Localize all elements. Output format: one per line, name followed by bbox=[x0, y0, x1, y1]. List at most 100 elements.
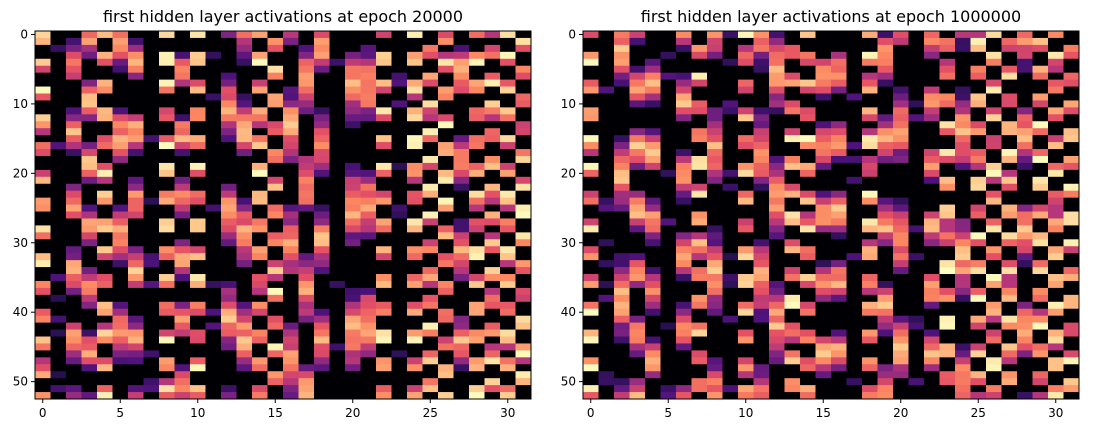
heatmap-cell bbox=[769, 31, 785, 39]
heatmap-cell bbox=[707, 86, 723, 94]
heatmap-cell bbox=[174, 79, 191, 87]
heatmap-cell bbox=[407, 294, 423, 303]
heatmap-cell bbox=[345, 385, 361, 393]
heatmap-cell bbox=[174, 308, 191, 317]
heatmap-cell bbox=[391, 86, 408, 94]
heatmap-cell bbox=[391, 155, 408, 164]
heatmap-cell bbox=[391, 267, 408, 275]
heatmap-cell bbox=[660, 246, 677, 254]
heatmap-cell bbox=[831, 357, 847, 365]
heatmap-cell bbox=[846, 357, 863, 365]
heatmap-cell bbox=[924, 239, 940, 247]
heatmap-cell bbox=[329, 371, 346, 379]
heatmap-cell bbox=[924, 308, 940, 317]
heatmap-cell bbox=[66, 37, 82, 46]
heatmap-cell bbox=[97, 267, 113, 275]
heatmap-cell bbox=[438, 149, 454, 157]
heatmap-cell bbox=[645, 267, 661, 275]
heatmap-cell bbox=[500, 280, 516, 289]
y-tick-label: 50 bbox=[561, 375, 576, 389]
heatmap-cell bbox=[112, 232, 129, 240]
heatmap-cell bbox=[221, 121, 237, 129]
heatmap-cell bbox=[81, 350, 98, 358]
heatmap-cell bbox=[252, 44, 268, 53]
heatmap-cell bbox=[314, 31, 330, 39]
heatmap-cell bbox=[252, 343, 268, 351]
heatmap-cell bbox=[267, 357, 284, 365]
heatmap-cell bbox=[360, 371, 377, 379]
heatmap-cell bbox=[143, 79, 160, 87]
heatmap-cell bbox=[614, 93, 630, 101]
heatmap-cell bbox=[691, 86, 708, 94]
heatmap-cell bbox=[893, 357, 909, 365]
heatmap-cell bbox=[986, 350, 1002, 358]
heatmap-cell bbox=[970, 294, 987, 303]
heatmap-cell bbox=[35, 135, 51, 143]
heatmap-cell bbox=[1063, 155, 1080, 164]
heatmap-cell bbox=[676, 65, 692, 74]
heatmap-cell bbox=[329, 142, 346, 150]
heatmap-cell bbox=[314, 169, 330, 178]
heatmap-cell bbox=[784, 246, 801, 254]
heatmap-cell bbox=[484, 287, 501, 296]
heatmap-cell bbox=[1063, 190, 1080, 199]
heatmap-cell bbox=[800, 37, 816, 46]
heatmap-cell bbox=[376, 371, 392, 379]
heatmap-cell bbox=[583, 128, 599, 136]
heatmap-cell bbox=[484, 350, 501, 358]
heatmap-cell bbox=[1063, 121, 1080, 129]
heatmap-cell bbox=[939, 385, 956, 393]
heatmap-cell bbox=[939, 149, 956, 157]
heatmap-cell bbox=[769, 260, 785, 268]
heatmap-cell bbox=[500, 364, 516, 372]
heatmap-cell bbox=[722, 51, 739, 60]
heatmap-cell bbox=[35, 322, 51, 330]
heatmap-cell bbox=[143, 86, 160, 94]
heatmap-cell bbox=[221, 274, 237, 282]
heatmap-cell bbox=[1017, 239, 1033, 247]
heatmap-cell bbox=[1063, 79, 1080, 87]
heatmap-cell bbox=[221, 357, 237, 365]
heatmap-cell bbox=[174, 253, 191, 261]
heatmap-cell bbox=[112, 322, 129, 330]
heatmap-cell bbox=[831, 79, 847, 87]
heatmap-cell bbox=[221, 135, 237, 143]
heatmap-cell bbox=[738, 364, 754, 372]
heatmap-cell bbox=[159, 357, 175, 365]
heatmap-cell bbox=[438, 183, 454, 192]
heatmap-cell bbox=[143, 350, 160, 358]
heatmap-cell bbox=[722, 364, 739, 372]
heatmap-cell bbox=[707, 135, 723, 143]
heatmap-cell bbox=[970, 267, 987, 275]
heatmap-cell bbox=[908, 183, 925, 192]
heatmap-cell bbox=[769, 343, 785, 351]
heatmap-cell bbox=[986, 204, 1002, 212]
heatmap-cell bbox=[360, 385, 377, 393]
heatmap-cell bbox=[924, 274, 940, 282]
heatmap-cell bbox=[500, 287, 516, 296]
heatmap-cell bbox=[190, 93, 206, 101]
heatmap-cell bbox=[81, 253, 98, 261]
heatmap-cell bbox=[815, 44, 832, 53]
heatmap-cell bbox=[1048, 253, 1064, 261]
heatmap-cell bbox=[236, 274, 253, 282]
heatmap-cell bbox=[112, 65, 129, 74]
heatmap-cell bbox=[955, 329, 971, 337]
heatmap-cell bbox=[614, 197, 630, 205]
heatmap-cell bbox=[314, 51, 330, 60]
heatmap-cell bbox=[500, 31, 516, 39]
heatmap-cell bbox=[986, 114, 1002, 122]
heatmap-cell bbox=[908, 315, 925, 324]
heatmap-cell bbox=[660, 357, 677, 365]
heatmap-cell bbox=[190, 86, 206, 94]
heatmap-cell bbox=[298, 204, 315, 212]
heatmap-cell bbox=[583, 260, 599, 268]
heatmap-cell bbox=[438, 308, 454, 317]
heatmap-cell bbox=[846, 308, 863, 317]
heatmap-cell bbox=[112, 343, 129, 351]
heatmap-cell bbox=[1017, 357, 1033, 365]
heatmap-cell bbox=[1017, 280, 1033, 289]
heatmap-cell bbox=[831, 225, 847, 233]
heatmap-cell bbox=[784, 176, 801, 185]
heatmap-cell bbox=[924, 218, 940, 226]
